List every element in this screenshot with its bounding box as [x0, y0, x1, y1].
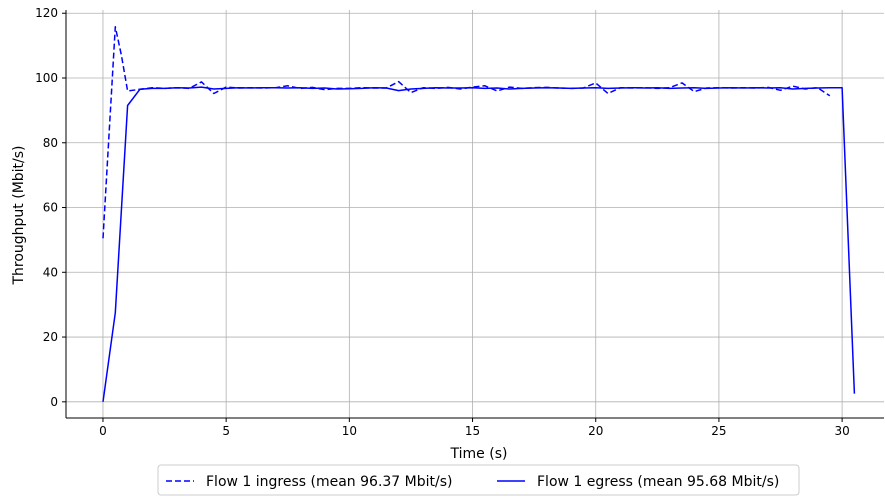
legend-label-egress: Flow 1 egress (mean 95.68 Mbit/s) — [537, 474, 779, 490]
y-tick-label: 60 — [43, 201, 58, 215]
x-tick-label: 25 — [711, 424, 726, 438]
x-axis-label: Time (s) — [450, 446, 508, 462]
y-tick-label: 100 — [35, 71, 58, 85]
y-tick-label: 80 — [43, 136, 58, 150]
y-axis-label: Throughput (Mbit/s) — [11, 145, 27, 285]
grid — [66, 10, 884, 418]
series-line-ingress — [102, 26, 831, 239]
legend: Flow 1 ingress (mean 96.37 Mbit/s) Flow … — [157, 464, 800, 496]
ticks: 0 5 10 15 20 25 30 0 20 40 60 80 100 120 — [35, 6, 850, 438]
x-tick-label: 30 — [834, 424, 849, 438]
y-tick-label: 0 — [50, 395, 58, 409]
axes — [65, 10, 884, 419]
legend-frame — [157, 464, 800, 496]
legend-label-ingress: Flow 1 ingress (mean 96.37 Mbit/s) — [206, 474, 452, 490]
x-tick-label: 15 — [465, 424, 480, 438]
x-tick-label: 10 — [342, 424, 357, 438]
y-tick-label: 40 — [43, 265, 58, 279]
series-line-egress — [102, 86, 856, 402]
y-tick-label: 20 — [43, 330, 58, 344]
x-tick-label: 5 — [222, 424, 230, 438]
series-layer — [102, 26, 856, 402]
y-tick-label: 120 — [35, 6, 58, 20]
x-tick-label: 20 — [588, 424, 603, 438]
x-tick-label: 0 — [99, 424, 107, 438]
